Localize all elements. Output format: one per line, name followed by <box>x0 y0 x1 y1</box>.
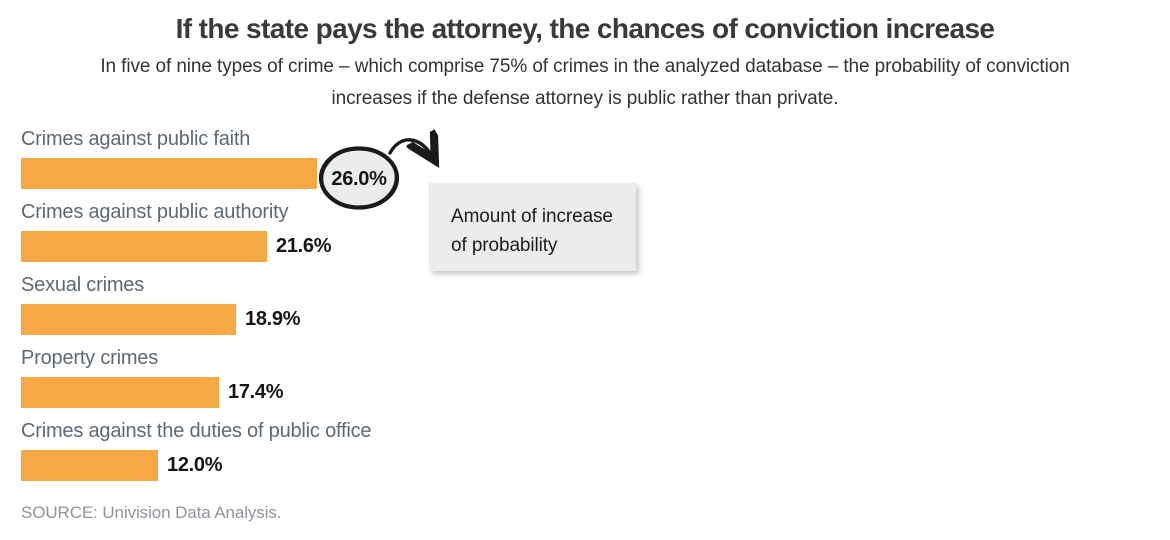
bar-row: Crimes against public faith 26.0% <box>21 128 741 189</box>
annotation-line-2: of probability <box>451 235 558 256</box>
bar-rows: Crimes against public faith26.0%Crimes a… <box>21 128 741 481</box>
bar-line: 17.4% <box>21 377 741 408</box>
bar-line: 21.6% <box>21 231 741 262</box>
bar-line: 18.9% <box>21 304 741 335</box>
bar-value-label: 12.0% <box>167 454 223 476</box>
bar <box>21 450 158 481</box>
subtitle-line-2: increases if the defense attorney is pub… <box>331 88 839 109</box>
bar <box>21 377 219 408</box>
bar-line: 12.0% <box>21 450 741 481</box>
bar-category-label: Crimes against public faith <box>21 128 251 150</box>
source-credit: SOURCE: Univision Data Analysis. <box>21 503 282 522</box>
page-subtitle: In five of nine types of crime – which c… <box>0 51 1170 115</box>
bar-row: Crimes against the duties of public offi… <box>21 420 741 481</box>
bar <box>21 231 267 262</box>
annotation-line-1: Amount of increase <box>451 206 613 227</box>
bar-row: Crimes against public authority 21.6% <box>21 201 741 262</box>
page-title: If the state pays the attorney, the chan… <box>175 13 995 44</box>
bar-chart: Crimes against public faith26.0%Crimes a… <box>21 128 741 493</box>
bar-value-label: 21.6% <box>276 235 332 257</box>
bar-row: Sexual crimes 18.9% <box>21 274 741 335</box>
bar-category-label: Sexual crimes <box>21 274 144 296</box>
annotation-box: Amount of increase of probability <box>429 183 636 271</box>
bar-value-label: 17.4% <box>228 381 284 403</box>
bar-value-label: 18.9% <box>245 308 301 330</box>
bar <box>21 304 236 335</box>
bar-line: 26.0% <box>21 158 741 189</box>
bar-category-label: Property crimes <box>21 347 159 369</box>
subtitle-line-1: In five of nine types of crime – which c… <box>100 56 1070 77</box>
bar <box>21 158 317 189</box>
bar-row: Property crimes 17.4% <box>21 347 741 408</box>
bar-category-label: Crimes against the duties of public offi… <box>21 420 372 442</box>
bar-category-label: Crimes against public authority <box>21 201 289 223</box>
